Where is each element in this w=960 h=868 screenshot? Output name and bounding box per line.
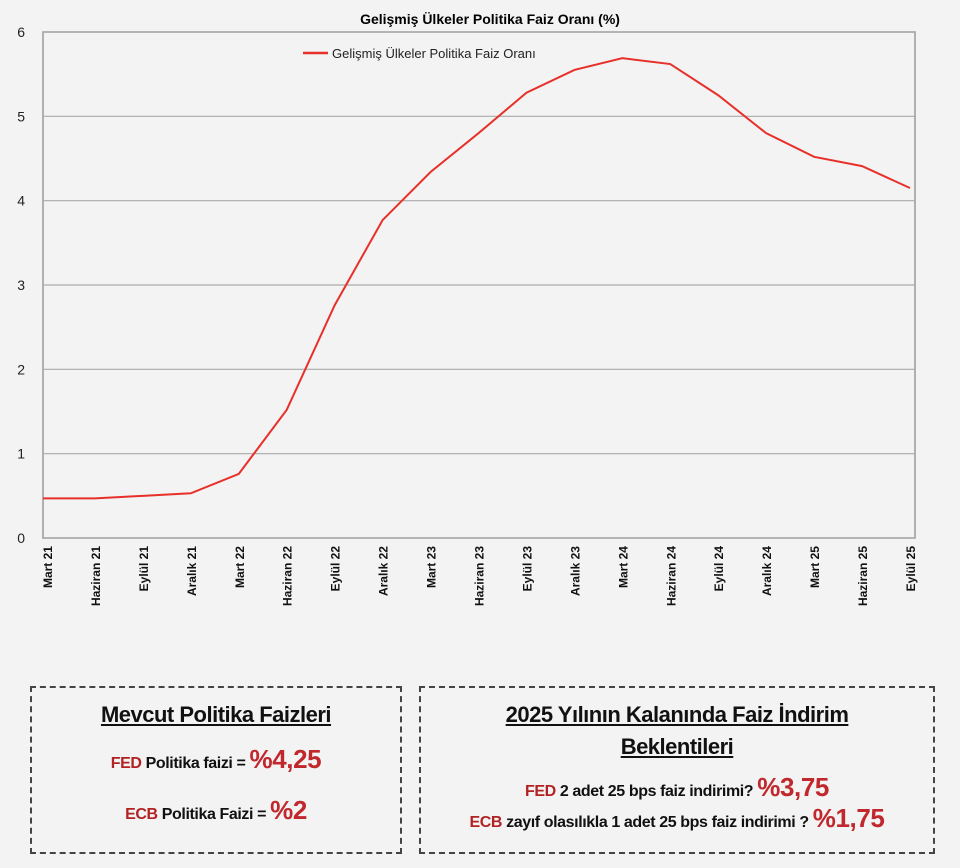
fed-current-rate: FED Politika faizi = %4,25 <box>32 744 400 775</box>
x-tick-label: Aralık 21 <box>185 546 199 596</box>
x-tick-label: Mart 21 <box>41 546 55 588</box>
x-tick-label: Mart 24 <box>616 546 630 588</box>
y-tick-label: 1 <box>17 446 25 462</box>
x-tick-label: Haziran 25 <box>856 546 870 606</box>
fed-label: FED <box>525 783 556 800</box>
x-tick-label: Aralık 23 <box>568 546 582 596</box>
ecb-text: Politika Faizi = <box>161 806 267 823</box>
fed-value: %3,75 <box>757 772 829 802</box>
x-tick-label: Aralık 24 <box>760 546 774 596</box>
x-tick-label: Mart 25 <box>808 546 822 588</box>
x-tick-label: Haziran 23 <box>473 546 487 606</box>
ecb-expectation: ECB zayıf olasılıkla 1 adet 25 bps faiz … <box>421 803 933 834</box>
y-tick-label: 5 <box>17 108 25 124</box>
ecb-label: ECB <box>125 806 158 823</box>
x-tick-label: Eylül 25 <box>904 546 918 592</box>
series-line <box>43 57 911 500</box>
y-tick-label: 2 <box>17 361 25 377</box>
x-tick-label: Eylül 21 <box>137 546 151 592</box>
x-tick-label: Eylül 23 <box>520 546 534 592</box>
current-rates-box: Mevcut Politika Faizleri FED Politika fa… <box>30 686 402 854</box>
x-tick-label: Aralık 22 <box>377 546 391 596</box>
legend-label: Gelişmiş Ülkeler Politika Faiz Oranı <box>332 46 536 61</box>
ecb-current-rate: ECB Politika Faizi = %2 <box>32 795 400 826</box>
x-tick-label: Haziran 22 <box>281 546 295 606</box>
current-rates-title: Mevcut Politika Faizleri <box>100 702 332 727</box>
chart-title: Gelişmiş Ülkeler Politika Faiz Oranı (%) <box>360 11 620 27</box>
fed-label: FED <box>110 755 142 772</box>
ecb-label: ECB <box>469 814 503 831</box>
rate-cut-expectations-box: 2025 Yılının Kalanında Faiz İndirim Bekl… <box>419 686 935 854</box>
fed-text: Politika faizi = <box>145 755 246 772</box>
chart-legend: Gelişmiş Ülkeler Politika Faiz Oranı <box>303 46 536 61</box>
ecb-value: %1,75 <box>812 803 885 833</box>
x-tick-label: Eylül 22 <box>329 546 343 592</box>
ecb-value: %2 <box>270 795 307 825</box>
expectations-title-line1: 2025 Yılının Kalanında Faiz İndirim <box>505 702 849 727</box>
x-tick-label: Eylül 24 <box>712 546 726 592</box>
fed-value: %4,25 <box>249 744 322 774</box>
y-tick-label: 6 <box>17 24 25 40</box>
y-tick-label: 3 <box>17 277 25 293</box>
x-tick-label: Mart 23 <box>425 546 439 588</box>
line-chart: Gelişmiş Ülkeler Politika Faiz Oranı (%)… <box>17 11 918 606</box>
expectations-title-line2: Beklentileri <box>620 734 734 759</box>
y-tick-label: 0 <box>17 530 25 546</box>
x-tick-label: Haziran 24 <box>664 546 678 606</box>
fed-expectation: FED 2 adet 25 bps faiz indirimi? %3,75 <box>421 772 933 803</box>
x-tick-label: Haziran 21 <box>89 546 103 606</box>
fed-text: 2 adet 25 bps faiz indirimi? <box>559 783 754 800</box>
x-tick-label: Mart 22 <box>233 546 247 588</box>
y-tick-label: 4 <box>17 193 25 209</box>
ecb-text: zayıf olasılıkla 1 adet 25 bps faiz indi… <box>506 814 809 831</box>
